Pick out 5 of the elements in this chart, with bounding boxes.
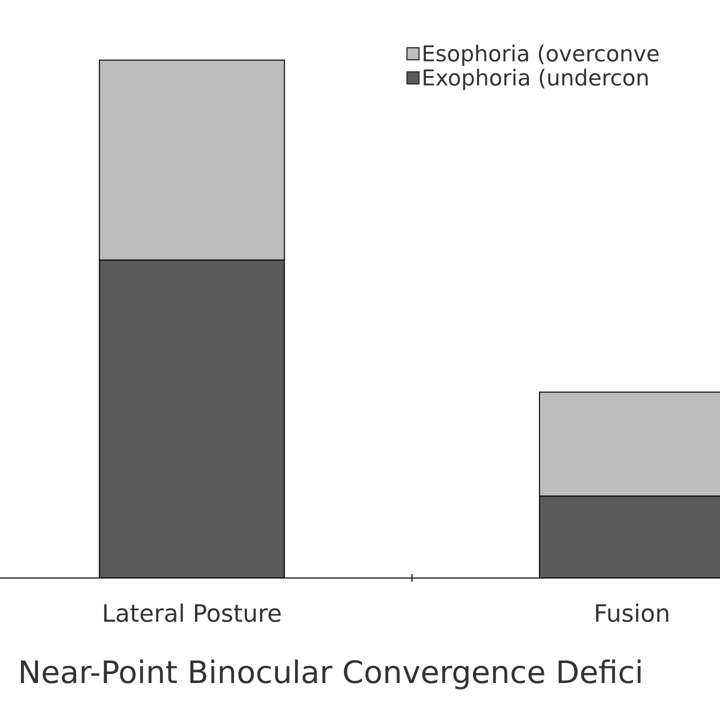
x-axis-title: Near-Point Binocular Convergence Defici [20, 660, 641, 690]
x-tick-label: Lateral Posture [104, 604, 281, 622]
x-tick-label: Fusion [596, 604, 668, 622]
legend-label: Esophoria (overconve [424, 44, 659, 66]
legend-label: Exophoria (undercon [424, 68, 648, 90]
